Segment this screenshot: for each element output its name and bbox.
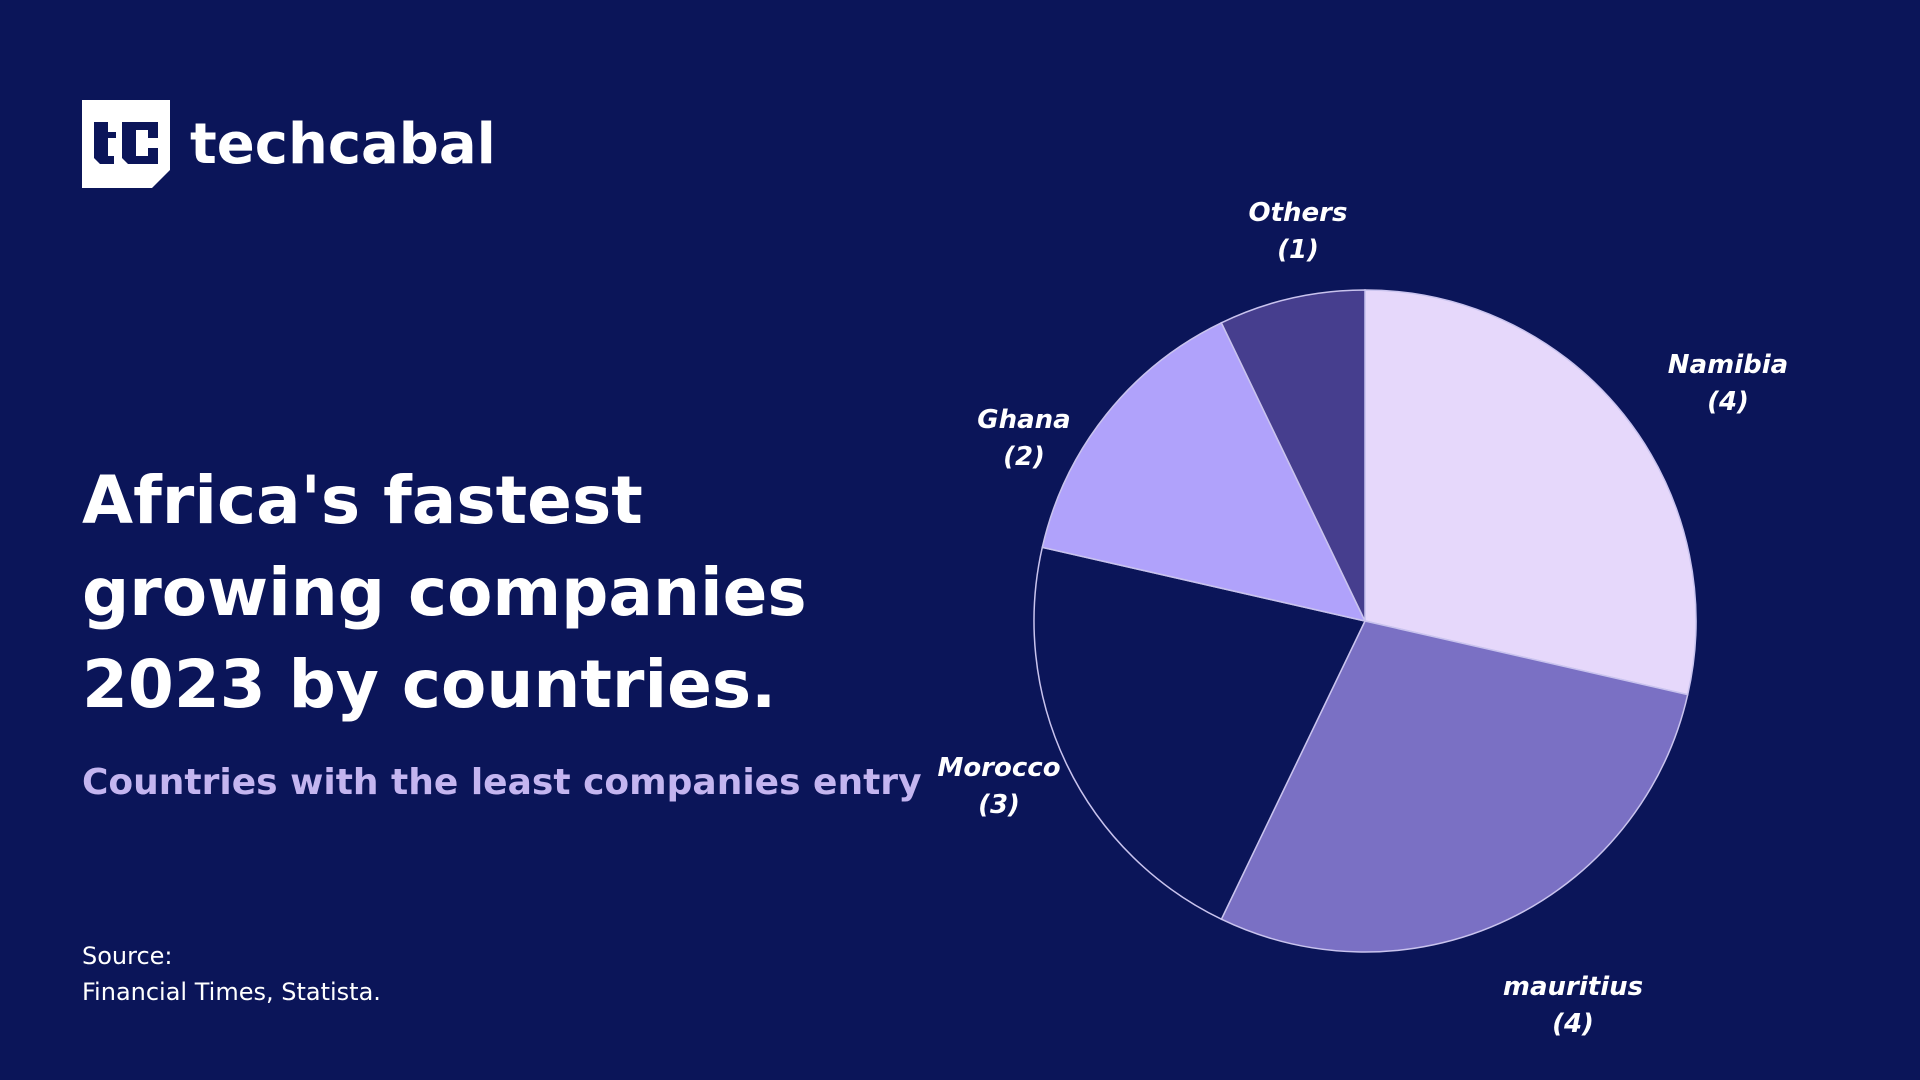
slice-label-morocco: Morocco (3) xyxy=(937,750,1060,824)
brand-name: techcabal xyxy=(190,111,496,177)
slice-label-value: (3) xyxy=(978,790,1020,820)
source: Source: Financial Times, Statista. xyxy=(82,938,381,1010)
slice-label-name: Morocco xyxy=(937,753,1061,783)
source-label: Source: xyxy=(82,942,173,970)
techcabal-logo-mark-icon xyxy=(82,100,170,188)
pie-slice-mauritius xyxy=(1220,620,1689,953)
slice-label-value: (2) xyxy=(1003,442,1045,472)
pie-slice-others xyxy=(1220,289,1366,622)
slice-label-name: mauritius xyxy=(1502,972,1644,1002)
slice-label-name: Others xyxy=(1248,198,1348,228)
pie-slice-namibia xyxy=(1364,289,1697,696)
pie-slice-ghana xyxy=(1041,321,1367,623)
slice-label-value: (1) xyxy=(1277,235,1319,265)
pie-slice-morocco xyxy=(1033,546,1367,921)
slice-label-name: Ghana xyxy=(977,405,1071,435)
slice-label-others: Others (1) xyxy=(1249,195,1348,269)
slice-label-mauritius: mauritius (4) xyxy=(1503,969,1643,1043)
slice-label-namibia: Namibia (4) xyxy=(1668,347,1788,421)
page-title: Africa's fastest growing companies 2023 … xyxy=(82,462,807,723)
subtitle: Countries with the least companies entry xyxy=(82,762,922,803)
slice-label-value: (4) xyxy=(1552,1009,1594,1039)
slice-label-ghana: Ghana (2) xyxy=(977,402,1070,476)
slice-label-name: Namibia xyxy=(1667,350,1789,380)
slice-label-value: (4) xyxy=(1707,387,1749,417)
techcabal-logo: techcabal xyxy=(82,100,496,188)
source-text: Financial Times, Statista. xyxy=(82,978,381,1006)
